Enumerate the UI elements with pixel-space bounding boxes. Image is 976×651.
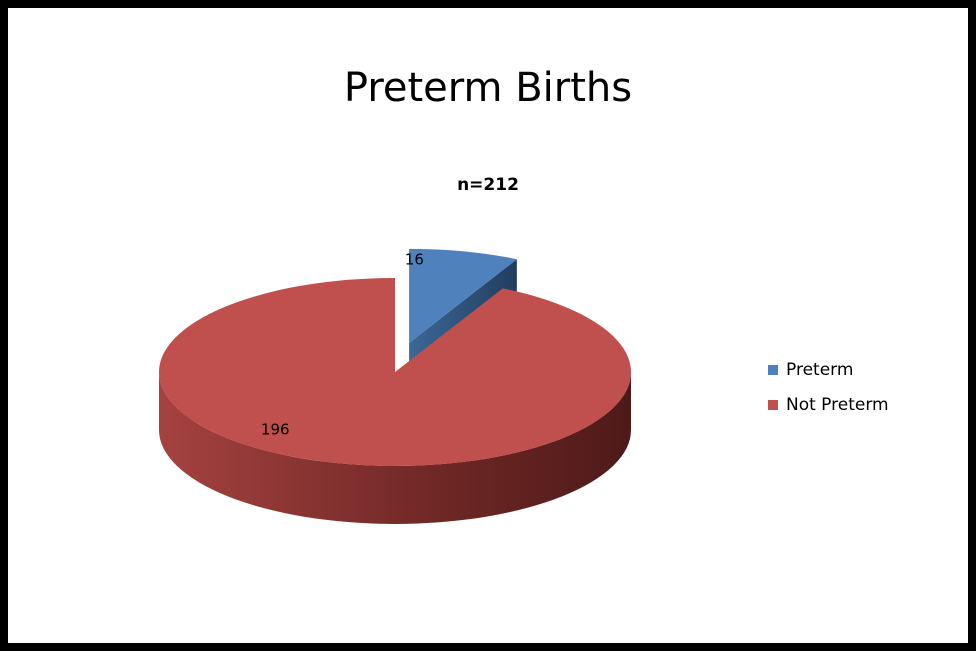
slice <box>409 248 517 343</box>
legend-label: Preterm <box>786 360 853 380</box>
legend: Preterm Not Preterm <box>768 360 889 415</box>
pie: 16 196 <box>159 248 632 524</box>
chart-title: Preterm Births <box>344 65 632 111</box>
legend-label: Not Preterm <box>786 395 889 415</box>
data-label: 16 <box>405 251 424 269</box>
slice-side <box>159 372 631 524</box>
data-label: 196 <box>261 421 290 439</box>
slice <box>159 278 632 466</box>
legend-swatch <box>768 400 778 410</box>
chart-subtitle: n=212 <box>457 175 519 195</box>
legend-swatch <box>768 365 778 375</box>
